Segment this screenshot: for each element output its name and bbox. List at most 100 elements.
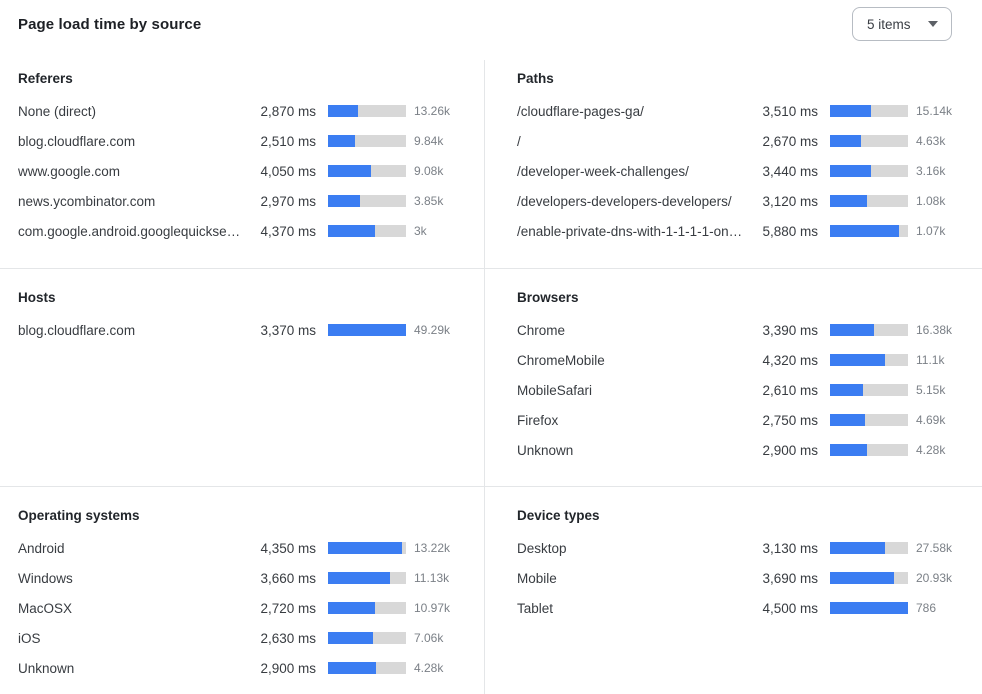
table-row[interactable]: Chrome 3,390 ms 16.38k: [517, 315, 974, 345]
load-time-bar-fill: [328, 195, 360, 207]
table-row[interactable]: blog.cloudflare.com 2,510 ms 9.84k: [18, 126, 472, 156]
load-time-bar: [830, 354, 908, 366]
table-row[interactable]: Unknown 2,900 ms 4.28k: [18, 653, 472, 683]
load-time-bar: [830, 135, 908, 147]
load-time-bar-fill: [830, 324, 874, 336]
load-time-value: 5,880 ms: [762, 223, 818, 239]
load-time-bar-fill: [328, 572, 391, 584]
table-row[interactable]: blog.cloudflare.com 3,370 ms 49.29k: [18, 315, 472, 345]
load-time-bar: [328, 542, 406, 554]
load-time-bar-fill: [830, 384, 863, 396]
load-time-bar: [830, 225, 908, 237]
visit-count: 13.26k: [414, 104, 451, 118]
table-row[interactable]: Desktop 3,130 ms 27.58k: [517, 533, 974, 563]
row-label: com.google.android.googlequicksearc…: [18, 223, 246, 239]
row-label: Tablet: [517, 600, 554, 616]
load-time-value: 2,510 ms: [260, 133, 316, 149]
row-label: iOS: [18, 630, 41, 646]
row-label: /cloudflare-pages-ga/: [517, 103, 644, 119]
load-time-bar: [328, 632, 406, 644]
table-row[interactable]: Mobile 3,690 ms 20.93k: [517, 563, 974, 593]
table-row[interactable]: Windows 3,660 ms 11.13k: [18, 563, 472, 593]
load-time-value: 3,120 ms: [762, 193, 818, 209]
visit-count: 16.38k: [916, 323, 953, 337]
load-time-value: 2,630 ms: [260, 630, 316, 646]
panel-title: Operating systems: [18, 508, 140, 523]
panel-title: Paths: [517, 71, 554, 86]
load-time-bar: [328, 195, 406, 207]
row-label: news.ycombinator.com: [18, 193, 156, 209]
load-time-bar-fill: [830, 195, 867, 207]
load-time-bar: [830, 105, 908, 117]
load-time-bar: [328, 602, 406, 614]
table-row[interactable]: MacOSX 2,720 ms 10.97k: [18, 593, 472, 623]
table-row[interactable]: Unknown 2,900 ms 4.28k: [517, 435, 974, 465]
table-row[interactable]: com.google.android.googlequicksearc… 4,37…: [18, 216, 472, 246]
row-label: Desktop: [517, 540, 567, 556]
row-label: Firefox: [517, 412, 559, 428]
table-row[interactable]: www.google.com 4,050 ms 9.08k: [18, 156, 472, 186]
panel-device-types: Device types Desktop 3,130 ms 27.58k Mobile 3…: [485, 486, 982, 694]
panel-browsers: Browsers Chrome 3,390 ms 16.38k Chrome Mobile…: [485, 268, 982, 486]
load-time-bar: [328, 572, 406, 584]
row-label: Android: [18, 540, 65, 556]
panel-title: Device types: [517, 508, 600, 523]
load-time-bar: [830, 324, 908, 336]
panel-paths: Paths/cloudflare-pages-ga/3,510 ms 15.14k…: [485, 60, 982, 268]
table-row[interactable]: Firefox 2,750 ms 4.69k: [517, 405, 974, 435]
load-time-bar: [328, 225, 406, 237]
visit-count: 13.22k: [414, 541, 451, 555]
visit-count: 9.84k: [414, 134, 444, 148]
table-row[interactable]: news.ycombinator.com 2,970 ms 3.85k: [18, 186, 472, 216]
load-time-bar: [830, 572, 908, 584]
panel-title: Referers: [18, 71, 73, 86]
load-time-value: 3,390 ms: [762, 322, 818, 338]
table-row[interactable]: ChromeMobile 4,320 ms 11.1k: [517, 345, 974, 375]
load-time-bar: [328, 105, 406, 117]
page-title: Page load time by source: [18, 16, 202, 33]
table-row[interactable]: Android 4,350 ms 13.22k: [18, 533, 472, 563]
row-label: Unknown: [517, 442, 574, 458]
table-row[interactable]: /enable-private-dns-with-1-1-1-1-on-… 5,8…: [517, 216, 974, 246]
load-time-bar: [328, 165, 406, 177]
visit-count: 4.28k: [916, 443, 946, 457]
load-time-bar: [830, 384, 908, 396]
visit-count: 20.93k: [916, 571, 953, 585]
load-time-value: 4,320 ms: [762, 352, 818, 368]
load-time-bar: [328, 135, 406, 147]
header: Page load time by source 5 items: [0, 0, 982, 60]
row-label: /: [517, 133, 521, 149]
load-time-bar-fill: [328, 602, 375, 614]
load-time-bar-fill: [830, 135, 862, 147]
table-row[interactable]: None (direct) 2,870 ms 13.26k: [18, 96, 472, 126]
row-label: Windows: [18, 570, 73, 586]
table-row[interactable]: MobileSafari 2,610 ms 5.15k: [517, 375, 974, 405]
row-label: Unknown: [18, 660, 75, 676]
load-time-bar-fill: [830, 105, 872, 117]
table-row[interactable]: / 2,670 ms 4.63k: [517, 126, 974, 156]
visit-count: 3.16k: [916, 164, 946, 178]
panel-title: Hosts: [18, 290, 56, 305]
table-row[interactable]: Tablet 4,500 ms 786: [517, 593, 974, 623]
table-row[interactable]: /developers-developers-developers/3,120 …: [517, 186, 974, 216]
load-time-bar: [328, 662, 406, 674]
row-label: Chrome: [517, 322, 566, 338]
panel-title: Browsers: [517, 290, 579, 305]
load-time-value: 3,510 ms: [762, 103, 818, 119]
visit-count: 15.14k: [916, 104, 953, 118]
visit-count: 11.1k: [916, 353, 945, 367]
table-row[interactable]: iOS 2,630 ms 7.06k: [18, 623, 472, 653]
load-time-value: 2,610 ms: [762, 382, 818, 398]
load-time-bar-fill: [830, 444, 868, 456]
load-time-bar-fill: [328, 105, 359, 117]
load-time-value: 3,370 ms: [260, 322, 316, 338]
chevron-down-icon: [928, 21, 938, 27]
visit-count: 4.63k: [916, 134, 946, 148]
table-row[interactable]: /cloudflare-pages-ga/3,510 ms 15.14k: [517, 96, 974, 126]
load-time-bar: [830, 165, 908, 177]
row-label: /developer-week-challenges/: [517, 163, 689, 179]
load-time-bar-fill: [830, 354, 886, 366]
load-time-value: 3,690 ms: [762, 570, 818, 586]
table-row[interactable]: /developer-week-challenges/3,440 ms 3.16k: [517, 156, 974, 186]
items-count-dropdown[interactable]: 5 items: [852, 7, 952, 41]
